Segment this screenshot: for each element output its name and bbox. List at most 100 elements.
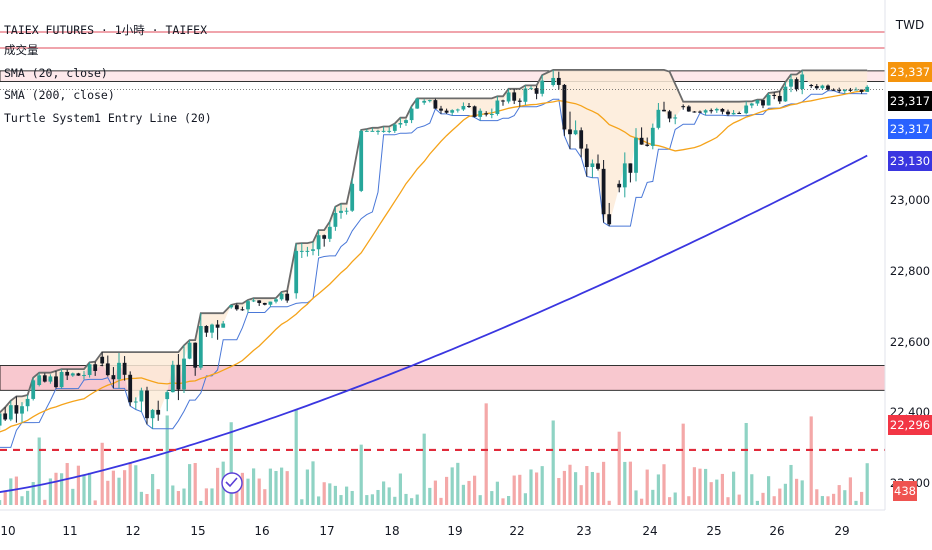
candle-body bbox=[193, 342, 198, 368]
volume-bar bbox=[404, 493, 408, 505]
x-tick-label: 26 bbox=[769, 524, 785, 538]
candle-body bbox=[240, 309, 245, 311]
volume-bar bbox=[854, 500, 858, 505]
volume-bar bbox=[755, 500, 759, 505]
volume-bar bbox=[568, 464, 572, 505]
candle-body bbox=[662, 109, 666, 112]
volume-bar bbox=[662, 464, 666, 505]
currency-label[interactable]: TWD bbox=[895, 18, 925, 32]
x-tick-label: 16 bbox=[254, 524, 270, 538]
candle-body bbox=[229, 305, 234, 308]
candle-body bbox=[478, 110, 483, 117]
candle-body bbox=[673, 117, 678, 119]
candle-body bbox=[350, 183, 355, 211]
candle-body bbox=[37, 375, 42, 385]
candle-body bbox=[327, 226, 332, 239]
volume-bar bbox=[382, 481, 386, 505]
candle-body bbox=[176, 364, 181, 390]
candle-body bbox=[573, 130, 578, 135]
candle-body bbox=[364, 130, 369, 132]
candle-body bbox=[215, 324, 220, 328]
candle-body bbox=[210, 324, 214, 333]
candle-body bbox=[628, 163, 633, 173]
volume-bar bbox=[257, 478, 261, 505]
candle-body bbox=[25, 398, 30, 407]
candle-body bbox=[820, 85, 825, 89]
candle-body bbox=[404, 120, 408, 124]
volume-bars bbox=[0, 403, 869, 505]
x-tick-label: 17 bbox=[319, 524, 335, 538]
candle-body bbox=[777, 95, 782, 102]
volume-bar bbox=[300, 499, 304, 505]
volume-bar bbox=[623, 461, 627, 505]
candle-body bbox=[339, 210, 343, 213]
candle-body bbox=[837, 90, 842, 92]
candle-body bbox=[789, 79, 793, 87]
candle-body bbox=[579, 130, 584, 149]
volume-bar bbox=[210, 488, 214, 505]
volume-bar bbox=[783, 483, 787, 505]
volume-bar bbox=[246, 478, 250, 505]
volume-bar bbox=[176, 491, 180, 505]
legend-sma200[interactable]: SMA (200, close) bbox=[4, 88, 115, 102]
candle-body bbox=[387, 130, 392, 132]
candle-body bbox=[495, 100, 500, 114]
volume-bar bbox=[134, 465, 138, 505]
volume-bar bbox=[410, 498, 414, 505]
candle-body bbox=[294, 250, 299, 294]
candle-body bbox=[133, 401, 138, 403]
candle-body bbox=[607, 214, 612, 225]
volume-bar bbox=[60, 473, 64, 505]
sma20-line bbox=[0, 89, 868, 433]
candle-body bbox=[484, 113, 489, 115]
volume-bar bbox=[484, 403, 488, 505]
volume-bar bbox=[48, 478, 52, 505]
x-tick-label: 10 bbox=[0, 524, 16, 538]
candle-body bbox=[316, 235, 321, 250]
legend-volume[interactable]: 成交量 bbox=[4, 43, 39, 57]
legend-turtle[interactable]: Turtle System1 Entry Line (20) bbox=[4, 110, 212, 125]
candle-body bbox=[617, 183, 622, 188]
indicator-legend: 成交量 SMA (20, close) SMA (200, close) Tur… bbox=[4, 39, 212, 129]
volume-bar bbox=[100, 442, 104, 505]
volume-bar bbox=[439, 497, 443, 505]
candle-body bbox=[145, 390, 149, 419]
candle-body bbox=[20, 406, 24, 414]
volume-bar bbox=[322, 482, 326, 505]
volume-bar bbox=[634, 490, 638, 505]
candle-body bbox=[529, 88, 533, 90]
candle-body bbox=[262, 302, 267, 305]
replay-icon[interactable] bbox=[221, 472, 243, 494]
volume-bar bbox=[199, 500, 203, 505]
volume-bar bbox=[54, 472, 58, 505]
candle-body bbox=[854, 89, 858, 91]
x-tick-label: 29 bbox=[834, 524, 850, 538]
candle-body bbox=[744, 105, 749, 114]
candle-body bbox=[381, 130, 386, 132]
candle-body bbox=[540, 80, 545, 94]
candle-body bbox=[111, 375, 116, 380]
legend-sma20[interactable]: SMA (20, close) bbox=[4, 65, 108, 80]
y-tick-label: 22,600 bbox=[889, 334, 931, 349]
indicator-lines bbox=[0, 69, 868, 493]
volume-bar bbox=[117, 477, 121, 505]
volume-bar bbox=[328, 483, 332, 505]
x-tick-label: 22 bbox=[509, 524, 525, 538]
candle-body bbox=[450, 110, 455, 113]
volume-bar bbox=[305, 469, 309, 505]
candle-body bbox=[322, 235, 327, 239]
volume-bar bbox=[602, 461, 606, 505]
volume-bar bbox=[645, 469, 649, 505]
candle-body bbox=[93, 364, 98, 371]
volume-bar bbox=[778, 488, 782, 505]
candle-body bbox=[472, 106, 477, 117]
candle-body bbox=[731, 112, 736, 115]
candle-body bbox=[737, 112, 742, 114]
volume-bar bbox=[14, 476, 18, 505]
candle-body bbox=[686, 106, 691, 112]
volume-bar bbox=[376, 489, 380, 505]
candle-body bbox=[749, 103, 754, 106]
candle-body bbox=[422, 100, 427, 103]
volume-bar bbox=[339, 495, 343, 505]
